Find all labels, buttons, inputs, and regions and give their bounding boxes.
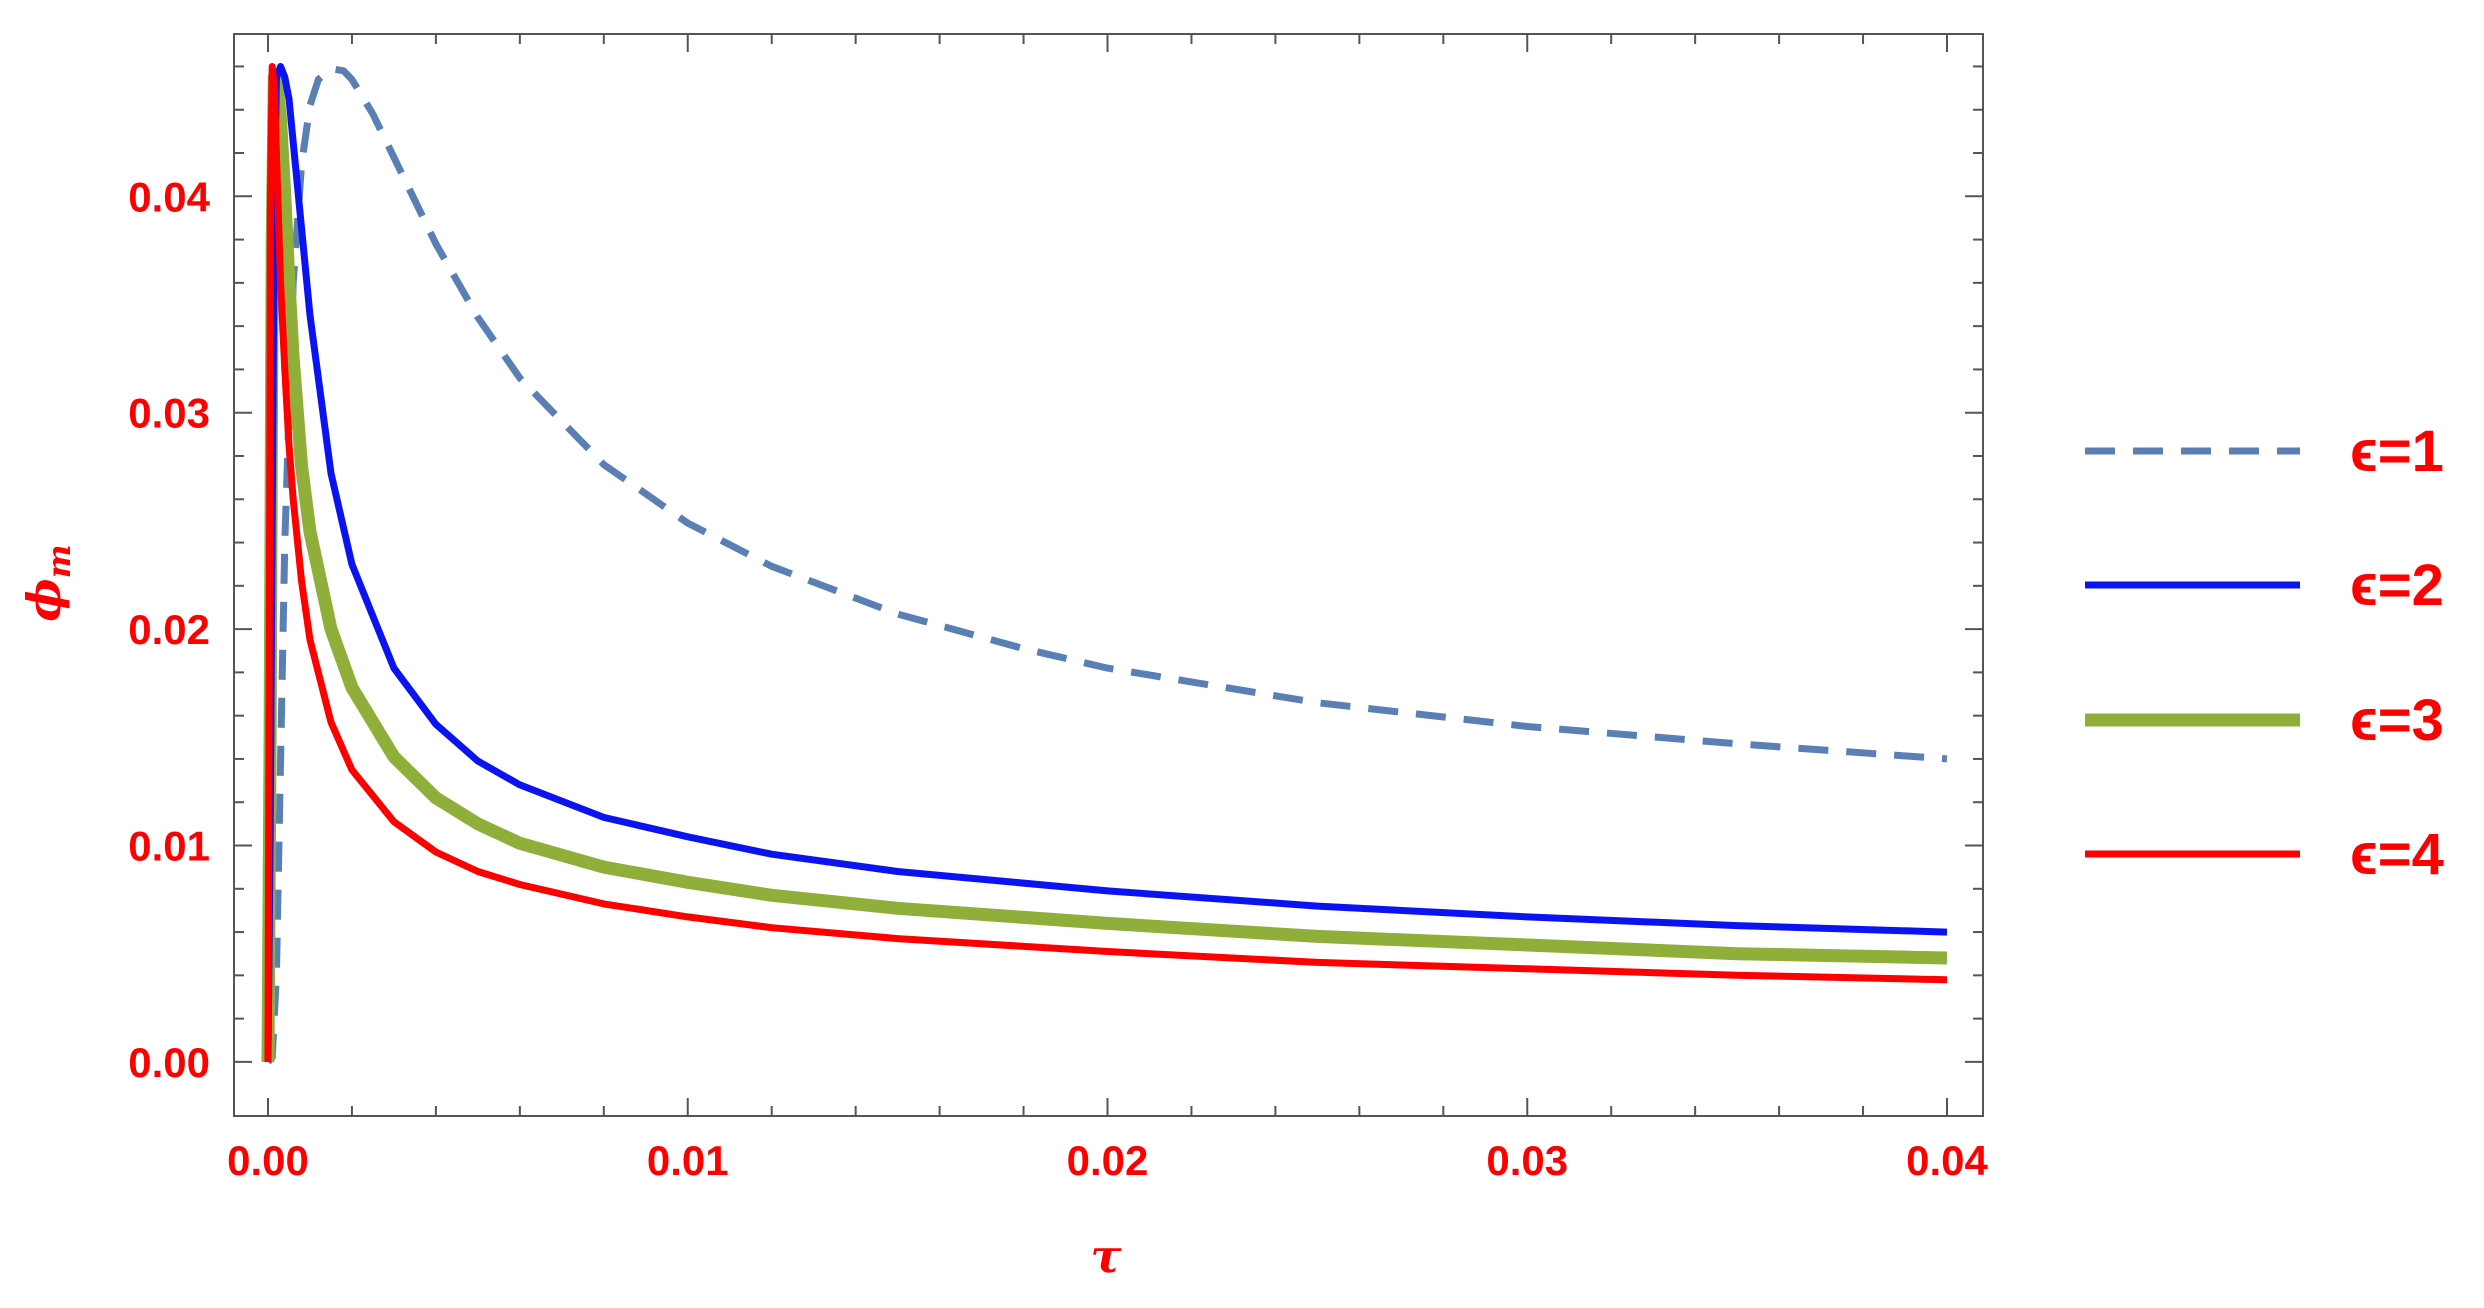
legend-label: ϵ=3	[2350, 688, 2444, 753]
x-tick-label: 0.02	[1067, 1137, 1149, 1184]
x-tick-label: 0.03	[1486, 1137, 1568, 1184]
y-axis-label-sub: m	[40, 544, 78, 578]
x-tick-label: 0.01	[647, 1137, 729, 1184]
y-tick-label: 0.01	[128, 823, 210, 870]
y-tick-label: 0.04	[128, 173, 210, 220]
legend-label: ϵ=2	[2350, 553, 2444, 618]
series-line-4	[264, 63, 1948, 1062]
legend-item-4: ϵ=4	[2085, 822, 2444, 887]
y-tick-label: 0.03	[128, 390, 210, 437]
legend-item-1: ϵ=1	[2085, 419, 2444, 484]
x-tick-label: 0.04	[1906, 1137, 1988, 1184]
legend-label: ϵ=4	[2350, 822, 2444, 887]
legend-item-2: ϵ=2	[2085, 553, 2444, 618]
y-axis-label-main: ϕ	[17, 578, 71, 621]
x-axis-label: τ	[1091, 1229, 1122, 1283]
x-tick-label: 0.00	[227, 1137, 309, 1184]
legend-label: ϵ=1	[2350, 419, 2444, 484]
legend-item-3: ϵ=3	[2085, 688, 2444, 753]
series-line-2	[264, 63, 1948, 1062]
series-line-1	[265, 65, 1948, 1065]
y-axis-label: ϕm	[17, 544, 78, 621]
ticks-layer	[234, 34, 1983, 1116]
y-tick-label: 0.00	[128, 1039, 210, 1086]
legend: ϵ=1 ϵ=2 ϵ=3 ϵ=4	[2085, 419, 2444, 887]
series-line-3	[261, 70, 1948, 1062]
labels-layer: 0.00 0.01 0.02 0.03 0.04 0.00 0.01 0.02 0.03 0.04	[128, 173, 1988, 1184]
y-tick-label: 0.02	[128, 606, 210, 653]
series-layer	[261, 63, 1948, 1065]
